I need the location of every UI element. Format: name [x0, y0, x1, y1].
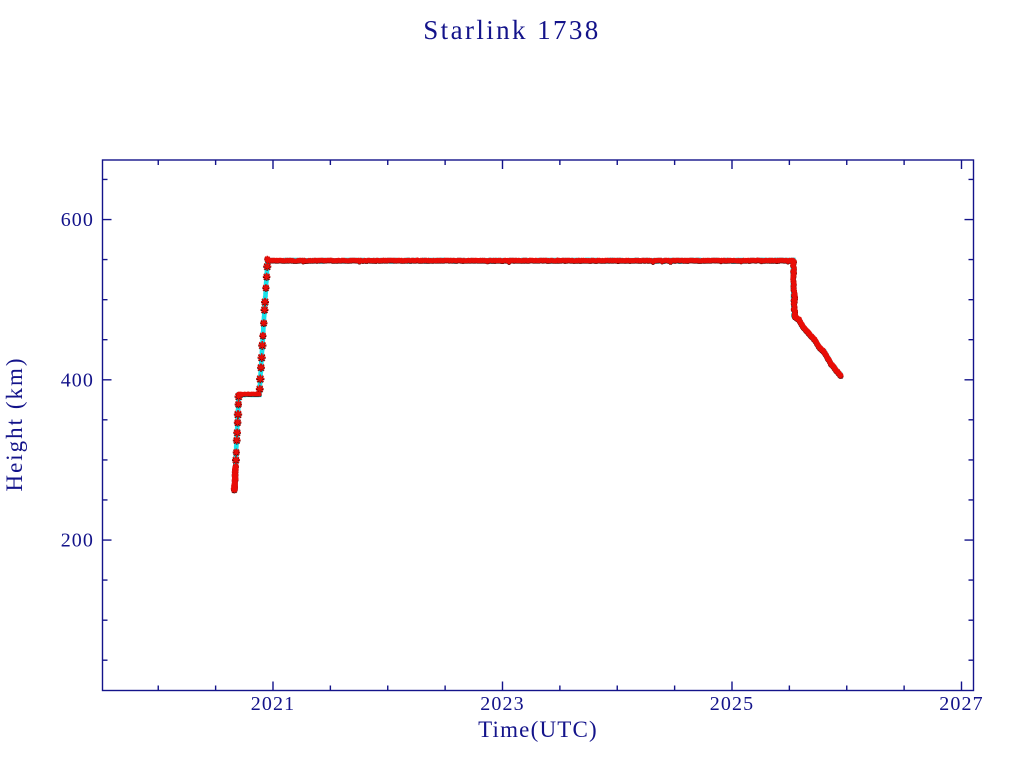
x-axis-label: Time(UTC)	[478, 717, 598, 742]
observed-height-markers	[230, 255, 844, 493]
x-tick-label: 2025	[710, 693, 754, 715]
x-tick-label: 2021	[251, 693, 295, 715]
planned-track-markers	[232, 257, 843, 492]
chart-title: Starlink 1738	[423, 15, 601, 45]
x-tick-label: 2023	[480, 693, 524, 715]
y-axis-label: Height (km)	[2, 356, 27, 492]
y-tick-label: 400	[61, 369, 94, 391]
observed-height-marker-halos	[230, 256, 844, 494]
y-tick-label: 200	[61, 530, 94, 552]
x-tick-label: 2027	[939, 693, 983, 715]
axis-ticks	[102, 160, 974, 691]
y-tick-label: 600	[61, 209, 94, 231]
plot-frame	[101, 159, 975, 692]
